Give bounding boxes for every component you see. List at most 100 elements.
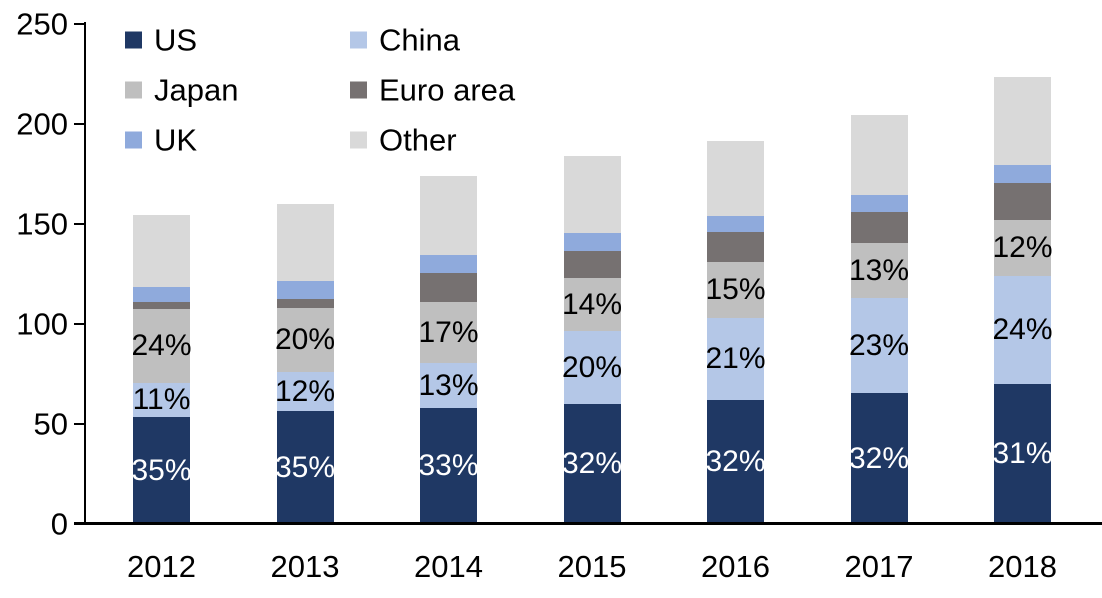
segment-percent-label: 20% — [274, 323, 336, 356]
bar-segment-japan-2013 — [276, 308, 334, 372]
bar-segment-japan-2014 — [420, 302, 477, 363]
y-axis-tick-label: 250 — [16, 6, 68, 42]
bar-segment-china-2016 — [707, 318, 764, 400]
bar-segment-euro-area-2018 — [994, 183, 1051, 220]
legend-label: UK — [154, 122, 198, 157]
y-axis-tick — [74, 23, 85, 25]
segment-percent-label: 12% — [992, 231, 1053, 264]
x-axis-label-2017: 2017 — [844, 549, 914, 584]
legend-item-other: Other — [350, 124, 457, 155]
bar-segment-uk-2014 — [420, 255, 477, 273]
bar-segment-japan-2016 — [707, 262, 764, 318]
y-axis-tick-label: 50 — [33, 406, 68, 442]
bar-segment-us-2014 — [420, 408, 477, 524]
bar-segment-china-2015 — [563, 331, 621, 404]
bar-segment-uk-2012 — [133, 287, 190, 302]
bar-segment-japan-2012 — [133, 309, 190, 383]
bar-segment-other-2016 — [707, 141, 764, 216]
legend-swatch-icon — [125, 131, 142, 148]
bar-segment-us-2017 — [850, 393, 908, 524]
segment-percent-label: 13% — [418, 368, 479, 402]
segment-percent-label: 32% — [848, 441, 910, 475]
x-axis-label-2014: 2014 — [414, 549, 483, 584]
bar-segment-japan-2015 — [563, 278, 621, 331]
y-axis-tick — [74, 223, 85, 225]
y-axis-tick — [74, 123, 85, 125]
legend-label: China — [379, 22, 460, 57]
segment-percent-label: 32% — [561, 447, 623, 480]
bar-segment-euro-area-2016 — [707, 232, 764, 262]
x-axis-label-2013: 2013 — [270, 549, 340, 584]
segment-percent-label: 24% — [992, 313, 1053, 346]
bar-segment-other-2015 — [563, 156, 621, 233]
y-axis-tick-label: 200 — [16, 106, 68, 142]
segment-percent-label: 21% — [705, 342, 766, 375]
segment-percent-label: 23% — [848, 328, 910, 362]
bar-segment-euro-area-2017 — [850, 212, 908, 243]
segment-percent-label: 32% — [705, 445, 766, 478]
x-axis-label-2018: 2018 — [988, 549, 1057, 584]
legend-swatch-icon — [350, 81, 367, 98]
legend-swatch-icon — [125, 81, 142, 98]
bar-segment-euro-area-2015 — [563, 251, 621, 278]
bar-segment-china-2017 — [850, 298, 908, 393]
bar-segment-china-2014 — [420, 363, 477, 408]
y-axis-line — [84, 22, 86, 524]
bar-segment-us-2012 — [133, 417, 190, 524]
segment-percent-label: 33% — [418, 449, 479, 482]
bar-segment-uk-2017 — [850, 195, 908, 212]
segment-percent-label: 11% — [132, 383, 191, 416]
legend-item-euro-area: Euro area — [350, 74, 515, 105]
segment-percent-label: 13% — [848, 253, 910, 287]
bar-segment-china-2012 — [133, 383, 190, 417]
y-axis-tick-label: 100 — [16, 306, 68, 342]
legend-label: Other — [379, 122, 457, 157]
bar-segment-other-2017 — [850, 115, 908, 195]
segment-percent-label: 17% — [418, 315, 479, 349]
bar-segment-uk-2018 — [994, 165, 1051, 183]
bar-segment-uk-2015 — [563, 233, 621, 251]
bar-segment-other-2018 — [994, 77, 1051, 165]
legend-item-uk: UK — [125, 124, 197, 155]
y-axis-tick-label: 150 — [16, 206, 68, 242]
bar-segment-us-2016 — [707, 400, 764, 524]
x-axis-label-2012: 2012 — [127, 549, 196, 584]
bar-segment-uk-2013 — [276, 281, 334, 299]
bar-segment-us-2013 — [276, 411, 334, 524]
bar-segment-other-2012 — [133, 215, 190, 287]
x-axis-line — [74, 522, 1102, 525]
x-axis-label-2016: 2016 — [701, 549, 770, 584]
segment-percent-label: 31% — [992, 437, 1053, 470]
segment-percent-label: 35% — [274, 450, 336, 484]
bar-segment-other-2014 — [420, 176, 477, 255]
legend-label: US — [154, 22, 198, 57]
segment-percent-label: 35% — [131, 453, 192, 487]
bar-segment-us-2015 — [563, 404, 621, 524]
segment-percent-label: 15% — [705, 273, 766, 306]
legend-label: Euro area — [379, 72, 516, 107]
y-axis-tick — [74, 423, 85, 425]
segment-percent-label: 24% — [131, 329, 192, 362]
legend-item-japan: Japan — [125, 74, 238, 105]
legend-item-us: US — [125, 24, 197, 55]
bar-segment-china-2013 — [276, 372, 334, 411]
x-axis-label-2015: 2015 — [557, 549, 627, 584]
legend-swatch-icon — [350, 31, 367, 48]
bar-segment-euro-area-2014 — [420, 273, 477, 302]
bar-segment-china-2018 — [994, 276, 1051, 384]
bar-segment-uk-2016 — [707, 216, 764, 232]
legend-swatch-icon — [125, 31, 142, 48]
bar-segment-japan-2018 — [994, 220, 1051, 276]
legend-swatch-icon — [350, 131, 367, 148]
bar-segment-us-2018 — [994, 384, 1051, 524]
segment-percent-label: 14% — [561, 287, 623, 321]
segment-percent-label: 12% — [274, 374, 336, 408]
y-axis-tick-label: 0 — [50, 506, 68, 542]
bar-segment-euro-area-2012 — [133, 302, 190, 309]
segment-percent-label: 20% — [561, 350, 623, 384]
legend-item-china: China — [350, 24, 460, 55]
legend-label: Japan — [154, 72, 239, 107]
y-axis-tick — [74, 323, 85, 325]
bar-segment-euro-area-2013 — [276, 299, 334, 308]
